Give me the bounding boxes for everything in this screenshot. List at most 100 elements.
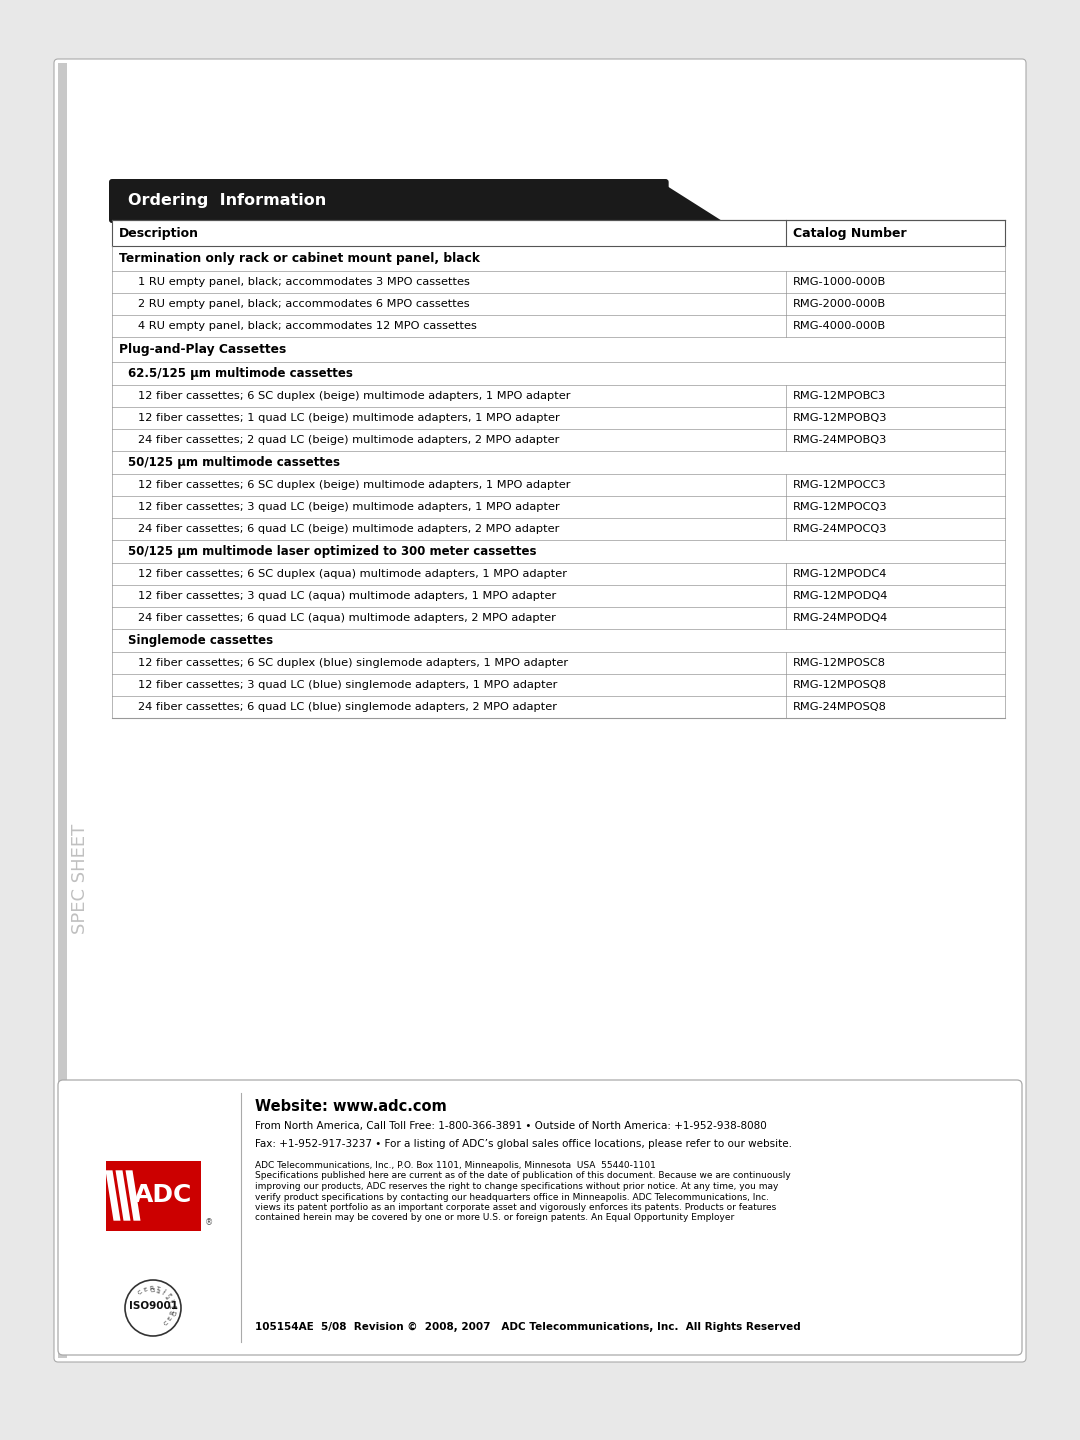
Text: R: R [170,1310,175,1316]
Text: RMG-12MPOCC3: RMG-12MPOCC3 [793,480,887,490]
FancyBboxPatch shape [58,1080,1022,1355]
Text: 24 fiber cassettes; 2 quad LC (beige) multimode adapters, 2 MPO adapter: 24 fiber cassettes; 2 quad LC (beige) mu… [138,435,559,445]
Text: ®: ® [204,1218,213,1227]
Text: 50/125 µm multimode cassettes: 50/125 µm multimode cassettes [129,456,340,469]
Text: Catalog Number: Catalog Number [793,226,907,239]
Text: 24 fiber cassettes; 6 quad LC (aqua) multimode adapters, 2 MPO adapter: 24 fiber cassettes; 6 quad LC (aqua) mul… [138,613,556,624]
Bar [112,629,1005,652]
Text: Website: www.adc.com: Website: www.adc.com [255,1099,447,1115]
Bar [112,361,1005,384]
Text: 1 RU empty panel, black; accommodates 3 MPO cassettes: 1 RU empty panel, black; accommodates 3 … [138,276,470,287]
Text: 12 fiber cassettes; 3 quad LC (blue) singlemode adapters, 1 MPO adapter: 12 fiber cassettes; 3 quad LC (blue) sin… [138,680,557,690]
FancyBboxPatch shape [54,59,1026,1362]
Bar [112,474,1005,495]
Text: Specifications published here are current as of the date of publication of this : Specifications published here are curren… [255,1172,791,1181]
Text: RMG-12MPODQ4: RMG-12MPODQ4 [793,590,889,600]
Bar [112,408,1005,429]
Bar [112,451,1005,474]
Polygon shape [106,1171,121,1221]
Text: T: T [156,1286,160,1292]
Bar [112,429,1005,451]
Bar [112,337,1005,361]
Bar [112,220,1005,246]
Text: 12 fiber cassettes; 6 SC duplex (aqua) multimode adapters, 1 MPO adapter: 12 fiber cassettes; 6 SC duplex (aqua) m… [138,569,567,579]
Text: D: D [170,1310,175,1316]
Bar [112,696,1005,719]
Text: RMG-2000-000B: RMG-2000-000B [793,300,887,310]
Bar [112,652,1005,674]
Text: F: F [165,1292,172,1297]
Text: 62.5/125 µm multimode cassettes: 62.5/125 µm multimode cassettes [129,367,353,380]
Text: RMG-24MPOBQ3: RMG-24MPOBQ3 [793,435,888,445]
Bar [112,292,1005,315]
Text: 24 fiber cassettes; 6 quad LC (beige) multimode adapters, 2 MPO adapter: 24 fiber cassettes; 6 quad LC (beige) mu… [138,524,559,534]
Polygon shape [116,1171,131,1221]
Bar [112,271,1005,292]
Text: E: E [166,1316,173,1322]
Text: 2 RU empty panel, black; accommodates 6 MPO cassettes: 2 RU empty panel, black; accommodates 6 … [138,300,470,310]
Text: E: E [171,1305,176,1309]
Text: RMG-4000-000B: RMG-4000-000B [793,321,887,331]
Bar [106,1161,201,1231]
Bar [112,674,1005,696]
Bar [112,518,1005,540]
Text: RMG-1000-000B: RMG-1000-000B [793,276,887,287]
Text: RMG-12MPOCQ3: RMG-12MPOCQ3 [793,503,888,513]
Text: RMG-24MPOSQ8: RMG-24MPOSQ8 [793,701,887,711]
Text: Plug-and-Play Cassettes: Plug-and-Play Cassettes [119,343,286,356]
Text: 4 RU empty panel, black; accommodates 12 MPO cassettes: 4 RU empty panel, black; accommodates 12… [138,321,477,331]
Text: 12 fiber cassettes; 3 quad LC (beige) multimode adapters, 1 MPO adapter: 12 fiber cassettes; 3 quad LC (beige) mu… [138,503,559,513]
Text: Ordering  Information: Ordering Information [129,193,326,209]
Text: ADC Telecommunications, Inc., P.O. Box 1101, Minneapolis, Minnesota  USA  55440-: ADC Telecommunications, Inc., P.O. Box 1… [255,1161,656,1169]
Text: I: I [162,1289,165,1293]
Text: 12 fiber cassettes; 6 SC duplex (blue) singlemode adapters, 1 MPO adapter: 12 fiber cassettes; 6 SC duplex (blue) s… [138,658,568,668]
Text: F: F [165,1292,172,1297]
Bar [112,585,1005,608]
Text: C: C [137,1289,144,1296]
Bar [58,63,67,1358]
Text: 12 fiber cassettes; 3 quad LC (aqua) multimode adapters, 1 MPO adapter: 12 fiber cassettes; 3 quad LC (aqua) mul… [138,590,556,600]
Text: I: I [162,1289,165,1293]
Text: 105154AE  5/08  Revision ©  2008, 2007   ADC Telecommunications, Inc.  All Right: 105154AE 5/08 Revision © 2008, 2007 ADC … [255,1322,800,1332]
Text: Termination only rack or cabinet mount panel, black: Termination only rack or cabinet mount p… [119,252,480,265]
Bar [112,384,1005,408]
Text: contained herein may be covered by one or more U.S. or foreign patents. An Equal: contained herein may be covered by one o… [255,1214,734,1223]
Text: 12 fiber cassettes; 6 SC duplex (beige) multimode adapters, 1 MPO adapter: 12 fiber cassettes; 6 SC duplex (beige) … [138,480,570,490]
Text: T: T [171,1305,176,1309]
Text: D: D [149,1286,154,1290]
Text: 12 fiber cassettes; 6 SC duplex (beige) multimode adapters, 1 MPO adapter: 12 fiber cassettes; 6 SC duplex (beige) … [138,392,570,400]
Text: I: I [168,1299,174,1302]
Text: E: E [156,1286,160,1292]
Text: SPEC SHEET: SPEC SHEET [71,824,89,935]
FancyBboxPatch shape [109,179,669,223]
Text: RMG-12MPOSC8: RMG-12MPOSC8 [793,658,887,668]
Text: I: I [168,1299,174,1302]
Text: From North America, Call Toll Free: 1-800-366-3891 • Outside of North America: +: From North America, Call Toll Free: 1-80… [255,1120,767,1130]
Text: R: R [149,1286,153,1290]
Bar [112,563,1005,585]
Text: verify product specifications by contacting our headquarters office in Minneapol: verify product specifications by contact… [255,1192,769,1201]
Bar [112,495,1005,518]
Text: E: E [143,1286,148,1293]
Text: Fax: +1-952-917-3237 • For a listing of ADC’s global sales office locations, ple: Fax: +1-952-917-3237 • For a listing of … [255,1139,792,1149]
Polygon shape [661,181,720,220]
Text: 24 fiber cassettes; 6 quad LC (blue) singlemode adapters, 2 MPO adapter: 24 fiber cassettes; 6 quad LC (blue) sin… [138,701,557,711]
Text: RMG-24MPODQ4: RMG-24MPODQ4 [793,613,889,624]
Text: RMG-12MPOBC3: RMG-12MPOBC3 [793,392,887,400]
Bar [112,540,1005,563]
Polygon shape [125,1171,140,1221]
Text: Description: Description [119,226,199,239]
Text: Singlemode cassettes: Singlemode cassettes [129,634,273,647]
Text: ISO9001: ISO9001 [129,1300,177,1310]
Bar [112,246,1005,271]
Text: RMG-12MPOBQ3: RMG-12MPOBQ3 [793,413,888,423]
Text: 50/125 µm multimode laser optimized to 300 meter cassettes: 50/125 µm multimode laser optimized to 3… [129,544,537,557]
Text: RMG-24MPOCQ3: RMG-24MPOCQ3 [793,524,888,534]
Text: RMG-12MPODC4: RMG-12MPODC4 [793,569,888,579]
Text: ADC: ADC [134,1184,192,1208]
Text: C: C [163,1320,170,1326]
Text: RMG-12MPOSQ8: RMG-12MPOSQ8 [793,680,887,690]
Text: views its patent portfolio as an important corporate asset and vigorously enforc: views its patent portfolio as an importa… [255,1202,777,1212]
Text: 12 fiber cassettes; 1 quad LC (beige) multimode adapters, 1 MPO adapter: 12 fiber cassettes; 1 quad LC (beige) mu… [138,413,559,423]
Bar [112,315,1005,337]
